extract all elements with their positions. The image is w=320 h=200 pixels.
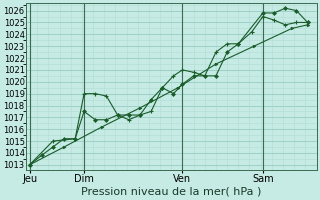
X-axis label: Pression niveau de la mer( hPa ): Pression niveau de la mer( hPa ) [81, 187, 261, 197]
